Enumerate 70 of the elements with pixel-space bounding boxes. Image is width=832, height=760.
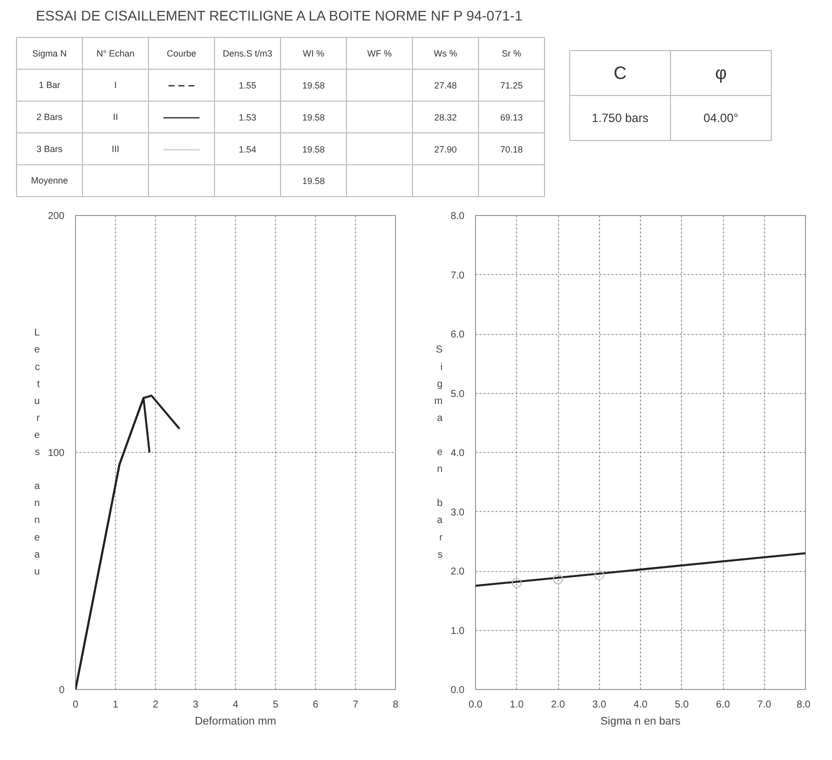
- category-label: 1 Bar: [38, 80, 60, 90]
- text: 27.48: [434, 80, 457, 91]
- x-tick-label: 8.0: [796, 700, 811, 710]
- x-tick-label: 2.0: [551, 700, 566, 710]
- text: II: [113, 112, 118, 122]
- text: 1.750 bars: [592, 111, 648, 125]
- x-tick-label: 7.0: [757, 700, 772, 710]
- x-tick-label: 4: [232, 700, 239, 710]
- y-tick-label: 5.0: [450, 388, 465, 400]
- x-tick-label: 5.0: [674, 700, 690, 710]
- x-axis-title: Sigma n en bars: [600, 716, 682, 728]
- y-tick-label: 4.0: [450, 448, 465, 459]
- category-label: φ: [715, 63, 727, 83]
- text: 1.53: [238, 112, 256, 122]
- category-label: Sigma N: [32, 48, 67, 58]
- x-tick-label: 3.0: [592, 700, 607, 710]
- text: 71.25: [500, 80, 523, 91]
- x-tick-label: 0: [72, 700, 79, 710]
- y-tick-label: 100: [48, 448, 65, 459]
- x-tick-label: 5: [272, 700, 279, 710]
- text: – – –: [168, 78, 195, 92]
- y-tick-label: 1.0: [450, 626, 465, 637]
- category-label: 2 Bars: [36, 112, 63, 122]
- text: ESSAI DE CISAILLEMENT RECTILIGNE A LA BOITE NORME NF P 94-071-1: [36, 8, 523, 24]
- text: III: [112, 144, 120, 154]
- category-label: C: [614, 63, 627, 83]
- category-label: Sr %: [502, 48, 522, 58]
- x-tick-label: 6: [312, 700, 319, 710]
- text: 19.58: [302, 112, 325, 122]
- text: 1.54: [238, 144, 256, 154]
- y-tick-label: 2.0: [450, 566, 465, 578]
- text: 69.13: [500, 112, 523, 122]
- category-label: Ws %: [434, 48, 458, 58]
- text: ———: [164, 142, 200, 156]
- x-axis-title: Deformation mm: [194, 716, 276, 728]
- x-tick-label: 7: [352, 700, 359, 710]
- text: 19.58: [302, 176, 325, 186]
- x-tick-label: 3: [192, 700, 199, 710]
- x-tick-label: 8: [392, 700, 399, 710]
- x-tick-label: 1.0: [510, 700, 524, 710]
- x-tick-label: 6.0: [716, 700, 730, 710]
- text: 1.55: [238, 80, 256, 91]
- category-label: N° Echan: [96, 48, 135, 58]
- y-tick-label: 0.0: [450, 685, 465, 696]
- category-label: 3 Bars: [36, 144, 63, 154]
- text: 70.18: [500, 144, 523, 154]
- x-tick-label: 2: [152, 700, 159, 710]
- text: 27.90: [434, 144, 457, 154]
- y-tick-label: 6.0: [450, 330, 465, 340]
- category-label: Dens.S t/m3: [222, 48, 272, 58]
- x-tick-label: 0.0: [468, 700, 483, 710]
- text: ———: [164, 110, 200, 124]
- y-tick-label: 7.0: [450, 270, 465, 282]
- text: Lectures anneau: [34, 328, 40, 578]
- text: 19.58: [302, 144, 325, 154]
- y-tick-label: 8.0: [450, 211, 465, 222]
- text: 19.58: [302, 80, 325, 91]
- y-tick-label: 0: [58, 685, 65, 696]
- category-label: Moyenne: [30, 176, 68, 186]
- text: 28.32: [434, 112, 457, 122]
- category-label: Courbe: [166, 48, 196, 58]
- text: Sigma en bars: [434, 344, 443, 560]
- x-tick-label: 1: [112, 700, 119, 710]
- text: I: [114, 80, 117, 90]
- x-tick-label: 4.0: [634, 700, 648, 710]
- y-tick-label: 3.0: [450, 507, 465, 518]
- text: 04.00°: [703, 111, 738, 125]
- category-label: WF %: [367, 48, 392, 58]
- y-tick-label: 200: [48, 211, 65, 222]
- category-label: WI %: [302, 48, 324, 58]
